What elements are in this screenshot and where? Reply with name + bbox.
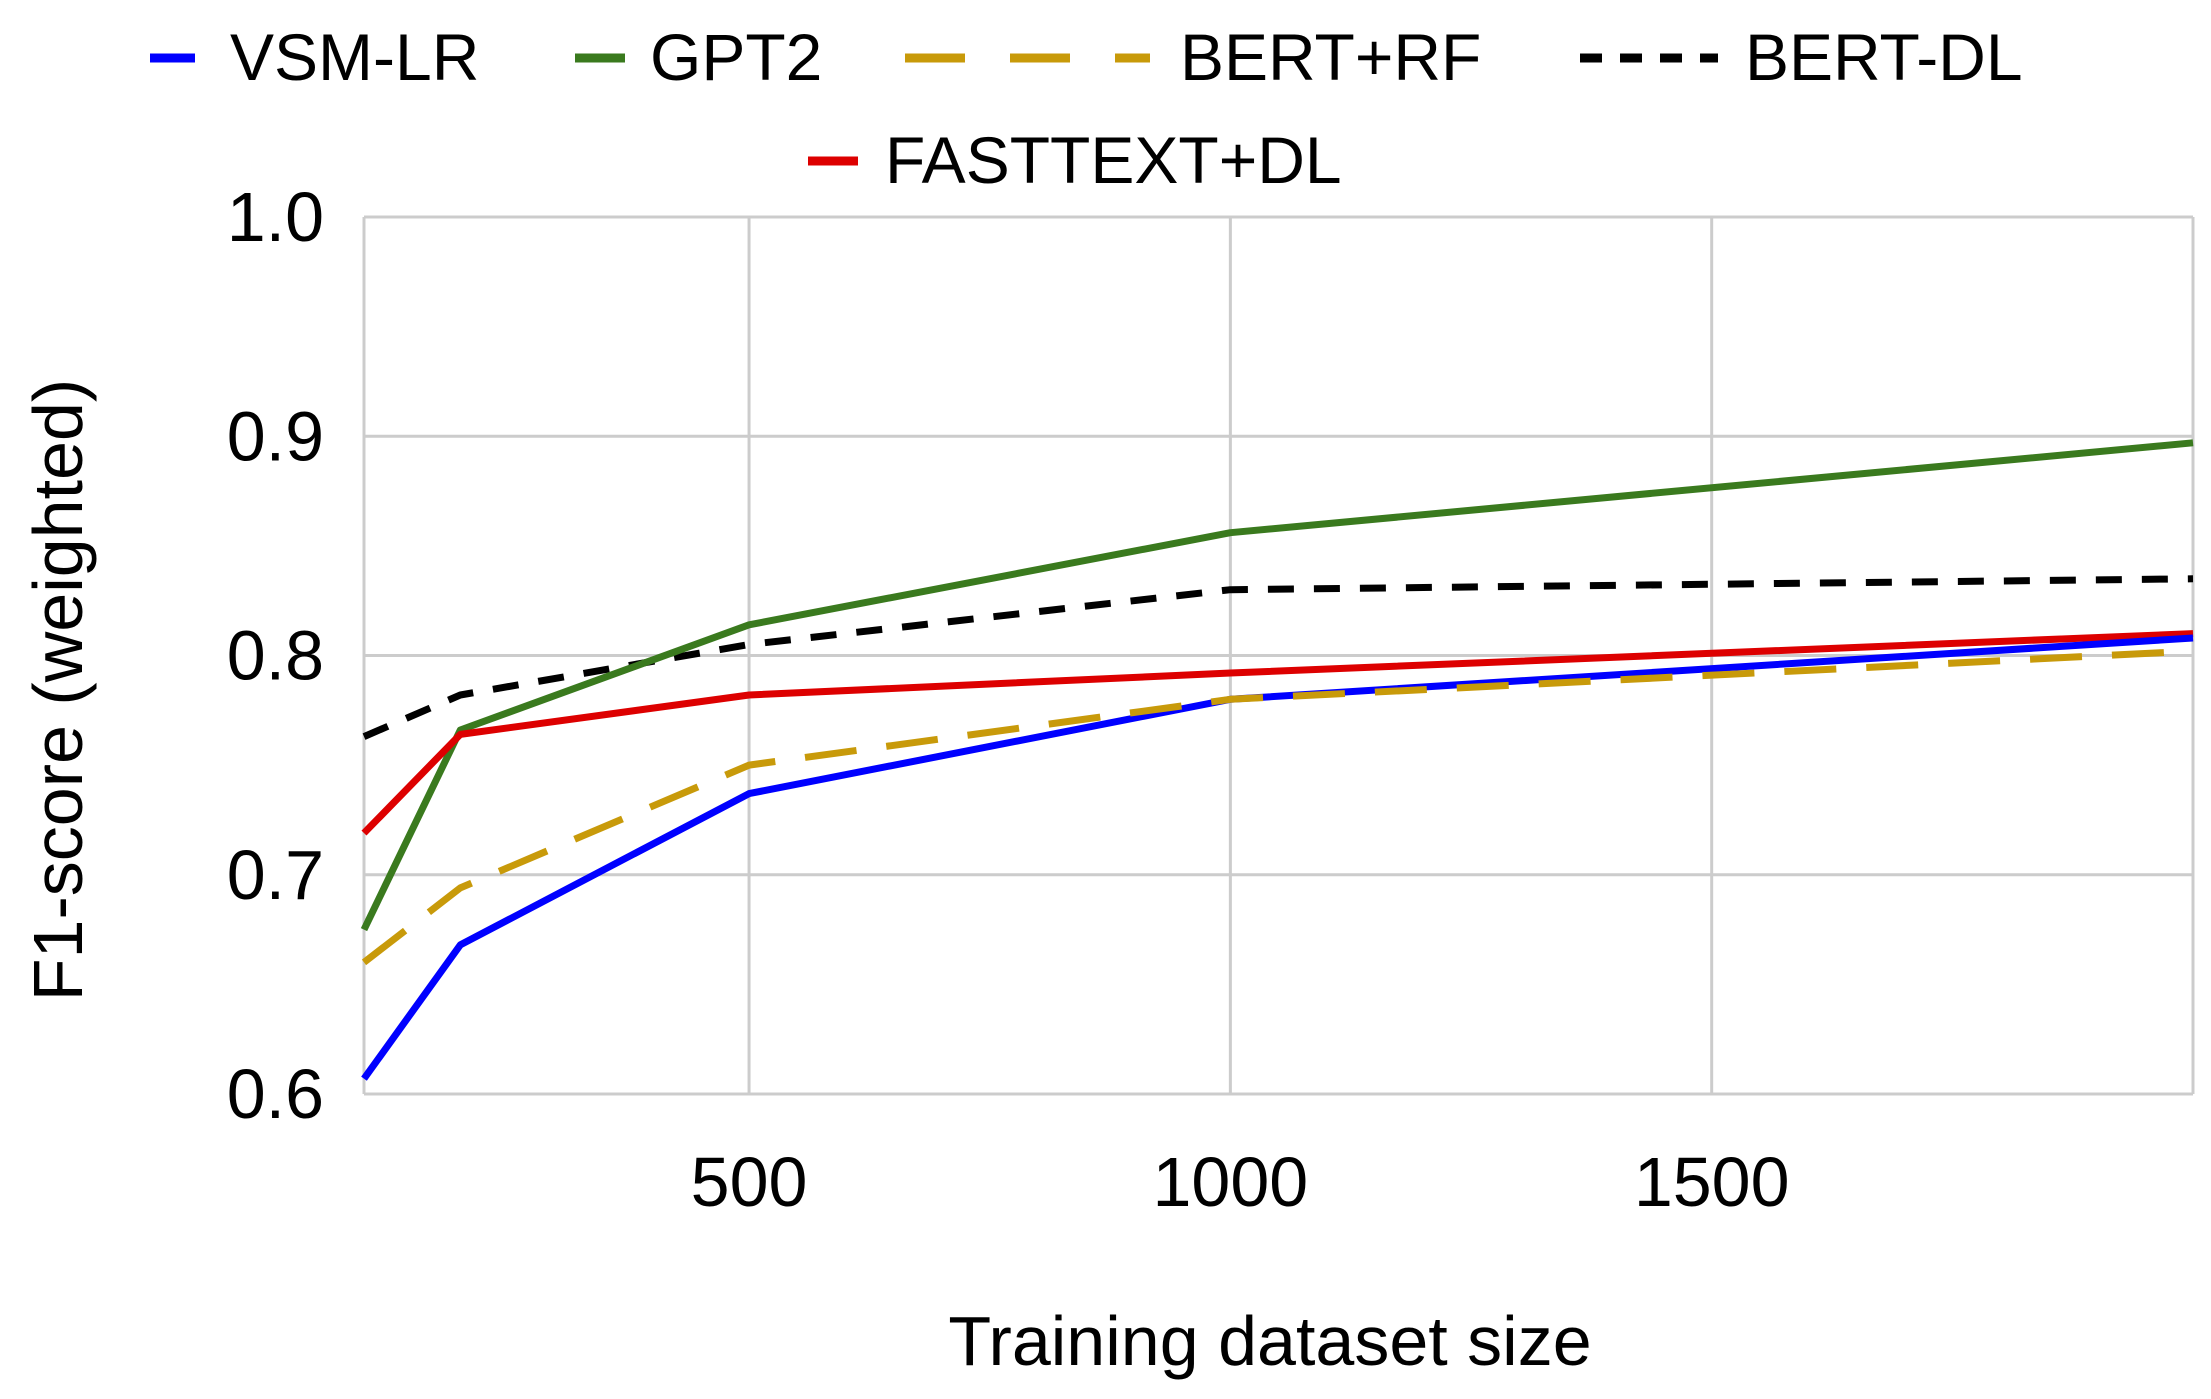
legend-label-bert-dl: BERT-DL — [1745, 20, 2023, 94]
legend-label-bert-rf: BERT+RF — [1180, 20, 1481, 94]
y-tick-label: 1.0 — [227, 178, 324, 256]
series-line-gpt2 — [360, 439, 2194, 932]
x-axis-ticks: 500 1000 1500 — [691, 1143, 1790, 1221]
y-axis-title: F1-score (weighted) — [19, 379, 97, 1001]
legend-label-vsm-lr: VSM-LR — [230, 20, 479, 94]
series-lines — [360, 439, 2194, 1081]
series-line-vsm-lr — [361, 634, 2194, 1081]
x-axis-title: Training dataset size — [948, 1302, 1591, 1380]
legend-label-fasttext-dl: FASTTEXT+DL — [885, 123, 1342, 197]
series-line-bert-rf — [361, 647, 2194, 966]
series-line-bert-dl — [362, 575, 2194, 740]
y-tick-label: 0.8 — [227, 617, 324, 695]
y-tick-label: 0.7 — [227, 836, 324, 914]
x-tick-label: 1000 — [1153, 1143, 1309, 1221]
series-line-fasttext-dl — [361, 630, 2194, 836]
y-axis-ticks: 0.6 0.7 0.8 0.9 1.0 — [227, 178, 324, 1133]
legend: VSM-LR GPT2 BERT+RF BERT-DL FASTTEXT+DL — [150, 20, 2023, 197]
x-tick-label: 500 — [691, 1143, 808, 1221]
y-tick-label: 0.9 — [227, 397, 324, 475]
x-tick-label: 1500 — [1634, 1143, 1790, 1221]
y-tick-label: 0.6 — [227, 1055, 324, 1133]
legend-label-gpt2: GPT2 — [650, 20, 822, 94]
